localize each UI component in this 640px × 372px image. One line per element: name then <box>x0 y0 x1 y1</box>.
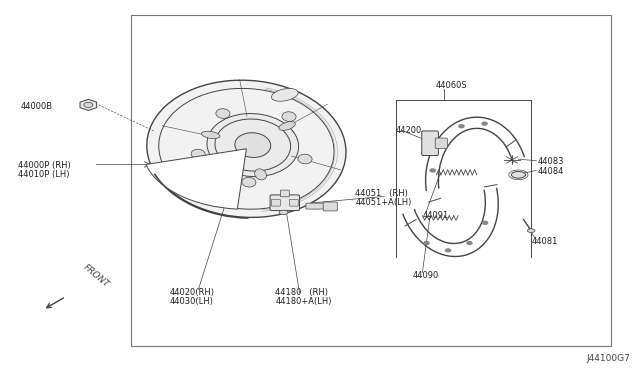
FancyBboxPatch shape <box>306 203 324 209</box>
Text: 44200: 44200 <box>396 126 422 135</box>
Text: 44051   (RH): 44051 (RH) <box>355 189 408 198</box>
Ellipse shape <box>216 109 230 118</box>
Ellipse shape <box>279 210 288 215</box>
FancyBboxPatch shape <box>270 195 300 211</box>
Circle shape <box>430 169 435 172</box>
Circle shape <box>482 122 487 125</box>
Circle shape <box>459 125 464 128</box>
FancyBboxPatch shape <box>271 199 280 206</box>
Text: 44090: 44090 <box>413 271 439 280</box>
Ellipse shape <box>207 113 299 177</box>
Text: J44100G7: J44100G7 <box>586 355 630 363</box>
Wedge shape <box>146 149 246 209</box>
Circle shape <box>440 142 445 145</box>
Circle shape <box>445 249 451 252</box>
Polygon shape <box>80 99 97 110</box>
Text: 44000P (RH): 44000P (RH) <box>18 161 70 170</box>
FancyBboxPatch shape <box>435 138 447 148</box>
Ellipse shape <box>147 80 346 217</box>
Circle shape <box>424 241 429 244</box>
Text: 44051+A(LH): 44051+A(LH) <box>355 198 412 207</box>
Ellipse shape <box>159 89 334 209</box>
Ellipse shape <box>242 177 256 187</box>
Ellipse shape <box>191 149 205 159</box>
FancyBboxPatch shape <box>289 199 298 206</box>
Bar <box>131 15 611 346</box>
Text: 44180   (RH): 44180 (RH) <box>275 288 328 296</box>
Ellipse shape <box>235 133 271 157</box>
Ellipse shape <box>202 131 220 139</box>
Text: FRONT: FRONT <box>81 262 111 289</box>
Ellipse shape <box>527 229 535 232</box>
FancyBboxPatch shape <box>280 190 289 197</box>
Text: 44084: 44084 <box>538 167 564 176</box>
Ellipse shape <box>298 154 312 164</box>
Circle shape <box>84 102 93 108</box>
Text: 44010P (LH): 44010P (LH) <box>18 170 69 179</box>
Text: 44030(LH): 44030(LH) <box>170 297 214 306</box>
Ellipse shape <box>282 112 296 121</box>
Ellipse shape <box>279 122 295 130</box>
Circle shape <box>467 241 472 244</box>
Ellipse shape <box>271 89 298 101</box>
Text: 44180+A(LH): 44180+A(LH) <box>275 297 332 306</box>
FancyBboxPatch shape <box>323 202 337 211</box>
Text: 44060S: 44060S <box>435 81 467 90</box>
FancyBboxPatch shape <box>422 131 438 155</box>
Text: 44020(RH): 44020(RH) <box>170 288 214 296</box>
Ellipse shape <box>511 171 525 178</box>
Text: 44083: 44083 <box>538 157 564 166</box>
Circle shape <box>483 221 488 224</box>
Ellipse shape <box>255 169 266 180</box>
Text: 44000B: 44000B <box>21 102 53 110</box>
Text: 44091: 44091 <box>422 211 449 220</box>
Ellipse shape <box>215 119 291 171</box>
Text: 44081: 44081 <box>531 237 557 246</box>
